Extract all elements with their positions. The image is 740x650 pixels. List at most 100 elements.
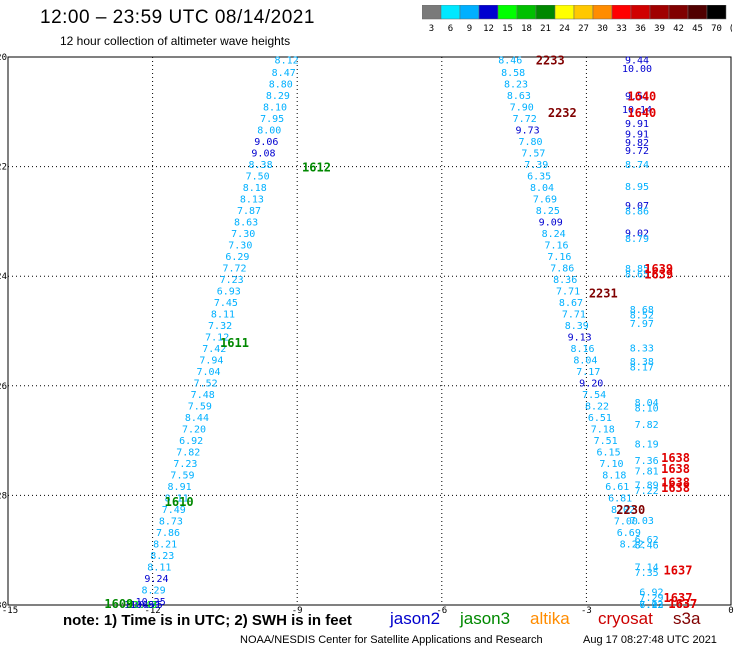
swh-data-label: 7.69: [533, 194, 557, 205]
swh-data-label: 7.87: [237, 206, 261, 217]
swh-data-label: 7.59: [188, 402, 212, 413]
pass-time-label: 1639: [644, 262, 673, 276]
swh-data-label: 10.69: [130, 600, 160, 611]
swh-data-label: 7.59: [170, 471, 194, 482]
swh-data-label: 8.04: [530, 183, 554, 194]
x-tick-label: -6: [436, 606, 447, 616]
swh-data-label: 6.92: [179, 436, 203, 447]
swh-data-label: 8.38: [630, 357, 654, 368]
pass-time-label: 1637: [664, 591, 693, 605]
swh-data-label: 9.73: [516, 125, 540, 136]
legend-s3a: s3a: [673, 609, 701, 628]
swh-data-label: 8.65: [625, 269, 649, 280]
swh-data-label: 8.11: [147, 563, 171, 574]
swh-data-label: 6.61: [605, 482, 629, 493]
colorbar-label: 39: [654, 24, 665, 34]
swh-data-label: 7.20: [182, 425, 206, 436]
swh-data-label: 8.10: [635, 404, 659, 415]
swh-data-label: 8.63: [507, 91, 531, 102]
swh-data-label: 7.90: [510, 102, 534, 113]
swh-data-label: 7.36: [635, 456, 659, 467]
swh-data-label: 7.16: [544, 240, 568, 251]
swh-data-label: 7.39: [524, 160, 548, 171]
footer-note: note: 1) Time is in UTC; 2) SWH is in fe…: [63, 612, 352, 629]
y-tick-label: -24: [0, 272, 7, 282]
pass-time-label: 2231: [589, 287, 618, 301]
swh-data-label: 8.46: [498, 56, 522, 67]
swh-data-label: 7.82: [635, 420, 659, 431]
colorbar-label: 45: [692, 24, 703, 34]
swh-data-label: 8.63: [234, 217, 258, 228]
pass-time-label: 1640: [627, 106, 656, 120]
swh-data-label: 9.24: [144, 574, 168, 585]
swh-data-label: 8.00: [257, 125, 281, 136]
swh-data-label: 7.72: [513, 114, 537, 125]
swh-data-label: 8.25: [536, 206, 560, 217]
swh-data-label: 7.22: [635, 486, 659, 497]
swh-data-label: 8.12: [275, 56, 299, 67]
swh-data-label: 9.08: [251, 148, 275, 159]
colorbar-label: 24: [559, 24, 570, 34]
swh-data-label: 7.42: [202, 344, 226, 355]
swh-data-label: 8.46: [635, 541, 659, 552]
swh-data-label: 10.00: [622, 64, 652, 75]
swh-data-label: 8.67: [559, 298, 583, 309]
swh-data-label: 7.23: [220, 275, 244, 286]
y-tick-label: -22: [0, 163, 7, 173]
swh-data-label: 11.49: [124, 600, 154, 611]
colorbar-label: 12: [483, 24, 494, 34]
swh-data-label: 7.95: [260, 114, 284, 125]
colorbar-label: 3: [429, 24, 434, 34]
credit-line: NOAA/NESDIS Center for Satellite Applica…: [240, 634, 543, 646]
swh-data-label: 7.80: [518, 137, 542, 148]
pass-time-label: 1609: [104, 597, 133, 611]
swh-data-label: 6.81: [608, 494, 632, 505]
colorbar-label: 70: [711, 24, 722, 34]
swh-data-label: 9.13: [568, 332, 592, 343]
legend-jason3: jason3: [460, 609, 511, 628]
swh-data-label: 8.36: [553, 275, 577, 286]
swh-data-label: 9.09: [539, 217, 563, 228]
swh-data-label: 7.89: [635, 480, 659, 491]
legend-jason2: jason2: [390, 609, 441, 628]
swh-data-label: 8.04: [635, 398, 659, 409]
swh-data-label: 7.00: [614, 517, 638, 528]
swh-data-label: 7.94: [199, 355, 223, 366]
swh-data-label: 8.85: [625, 264, 649, 275]
swh-data-label: 7.03: [639, 600, 663, 611]
colorbar-swatch: [706, 5, 727, 20]
swh-data-label: 7.17: [576, 367, 600, 378]
swh-data-label: 8.29: [266, 91, 290, 102]
swh-data-label: 6.93: [217, 286, 241, 297]
swh-data-label: 9.91: [625, 119, 649, 130]
swh-data-label: 7.12: [205, 332, 229, 343]
colorbar-label: 6: [448, 24, 453, 34]
swh-data-label: 6.69: [617, 528, 641, 539]
swh-data-label: 8.17: [630, 363, 654, 374]
swh-data-label: 8.16: [570, 344, 594, 355]
y-tick-label: -26: [0, 382, 7, 392]
swh-data-label: 6.51: [588, 413, 612, 424]
swh-data-label: 7.04: [196, 367, 220, 378]
swh-data-label: 6.35: [527, 171, 551, 182]
swh-data-label: 7.10: [599, 459, 623, 470]
swh-data-label: 7.82: [176, 448, 200, 459]
swh-data-label: 9.20: [579, 379, 603, 390]
swh-data-label: 7.12: [639, 600, 663, 611]
swh-data-label: 9.44: [625, 56, 649, 67]
y-tick-label: -30: [0, 601, 7, 611]
swh-data-label: 7.49: [162, 505, 186, 516]
swh-data-label: 8.39: [565, 321, 589, 332]
swh-data-label: 9.07: [625, 201, 649, 212]
swh-data-label: 8.11: [211, 309, 235, 320]
swh-data-label: 7.54: [582, 390, 606, 401]
pass-time-label: 2232: [548, 106, 577, 120]
colorbar-label: 15: [502, 24, 513, 34]
swh-data-label: 8.91: [168, 482, 192, 493]
swh-data-label: 7.35: [635, 568, 659, 579]
colorbar-label: 33: [616, 24, 627, 34]
colorbar-label: (ft): [729, 24, 732, 34]
swh-data-label: 6.92: [639, 587, 663, 598]
colorbar-label: 18: [521, 24, 532, 34]
